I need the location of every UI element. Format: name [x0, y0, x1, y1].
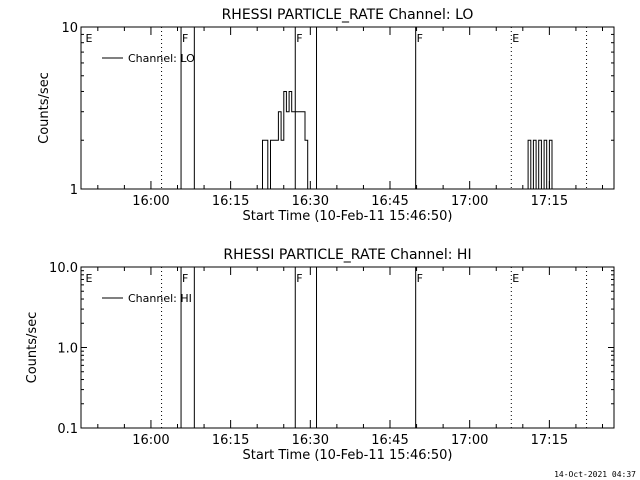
- legend-label: Channel: HI: [128, 292, 192, 305]
- y-tick-label: 10.0: [49, 261, 78, 276]
- x-tick-label: 16:15: [212, 194, 249, 209]
- x-tick-label: 17:15: [531, 194, 568, 209]
- y-tick-label: 10: [61, 21, 78, 36]
- event-marker-label: F: [417, 32, 423, 45]
- x-tick-label: 17:15: [531, 433, 568, 448]
- x-tick-label: 16:15: [212, 433, 249, 448]
- x-tick-label: 16:00: [132, 433, 169, 448]
- legend-label: Channel: LO: [128, 52, 195, 65]
- x-axis-label: Start Time (10-Feb-11 15:46:50): [243, 448, 453, 463]
- event-marker-label: E: [86, 272, 93, 285]
- plot-timestamp: 14-Oct-2021 04:37: [554, 470, 636, 479]
- event-marker-label: F: [296, 272, 302, 285]
- event-marker-label: F: [182, 32, 188, 45]
- y-axis-label: Counts/sec: [37, 72, 52, 144]
- event-marker-label: E: [512, 32, 519, 45]
- x-axis-label: Start Time (10-Feb-11 15:46:50): [243, 209, 453, 224]
- x-tick-label: 16:45: [371, 194, 408, 209]
- series-line: [527, 139, 555, 190]
- y-tick-label: 1: [70, 183, 78, 198]
- plot-frame: [80, 26, 615, 190]
- event-marker-label: E: [86, 32, 93, 45]
- chart-title: RHESSI PARTICLE_RATE Channel: HI: [223, 247, 471, 263]
- y-tick-label: 0.1: [57, 422, 78, 437]
- chart-title: RHESSI PARTICLE_RATE Channel: LO: [222, 7, 474, 23]
- x-tick-label: 17:00: [451, 433, 488, 448]
- x-tick-label: 16:30: [292, 433, 329, 448]
- event-marker-label: F: [182, 272, 188, 285]
- y-axis-label: Counts/sec: [25, 312, 40, 384]
- event-marker-label: E: [512, 272, 519, 285]
- x-tick-label: 17:00: [451, 194, 488, 209]
- x-tick-label: 16:30: [292, 194, 329, 209]
- x-tick-label: 16:45: [371, 433, 408, 448]
- y-tick-label: 1.0: [57, 342, 78, 357]
- event-marker-label: F: [417, 272, 423, 285]
- x-tick-label: 16:00: [132, 194, 169, 209]
- series-line: [262, 91, 311, 190]
- event-marker-label: F: [296, 32, 302, 45]
